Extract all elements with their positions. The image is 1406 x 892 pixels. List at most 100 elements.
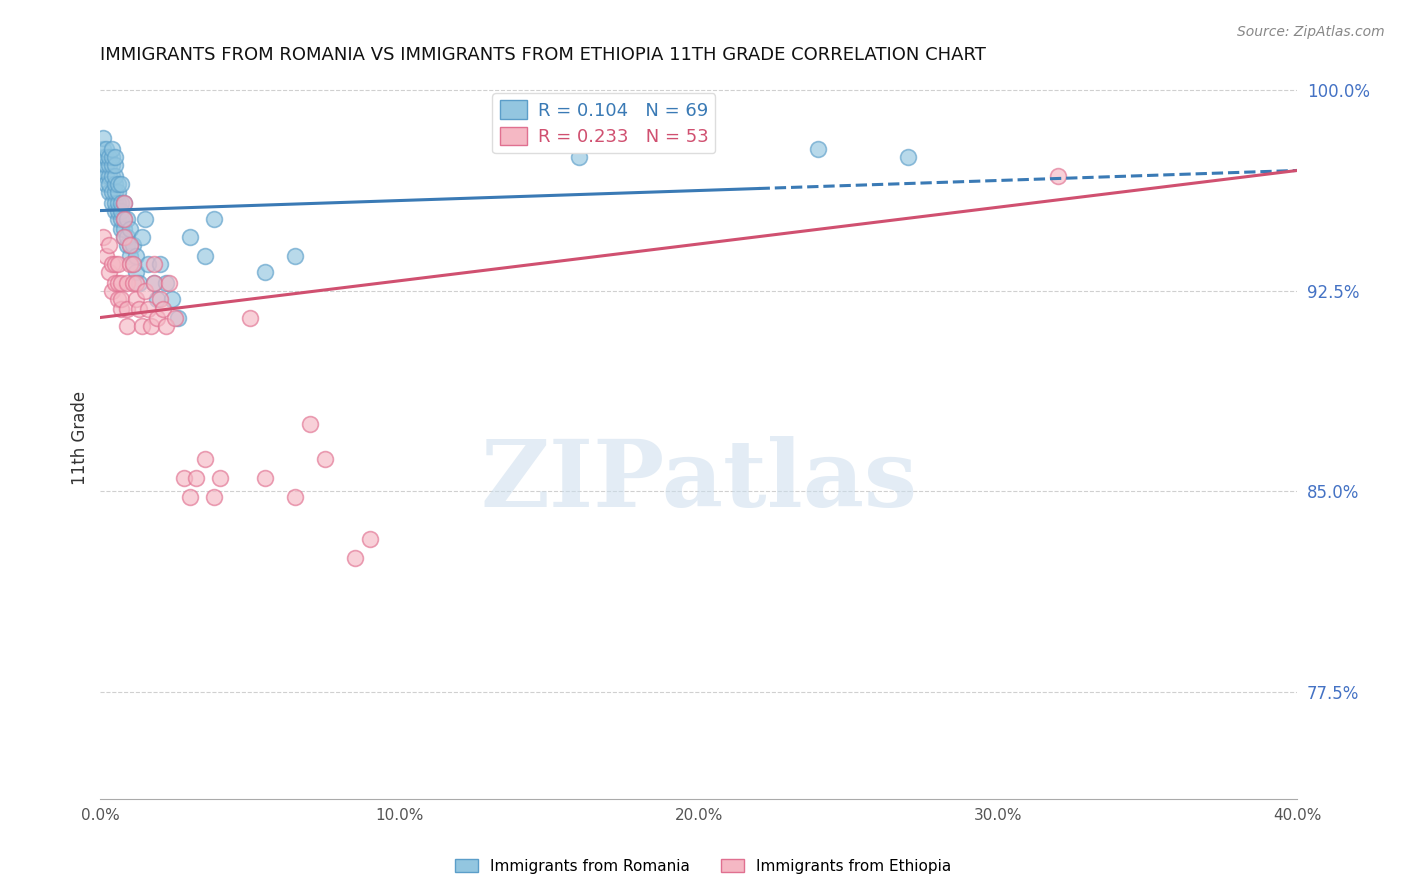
Text: Source: ZipAtlas.com: Source: ZipAtlas.com	[1237, 25, 1385, 39]
Point	[96, 177, 118, 191]
Point	[107, 177, 129, 191]
Point	[120, 222, 142, 236]
Text: IMMIGRANTS FROM ROMANIA VS IMMIGRANTS FROM ETHIOPIA 11TH GRADE CORRELATION CHART: IMMIGRANTS FROM ROMANIA VS IMMIGRANTS FR…	[100, 46, 986, 64]
Point	[122, 238, 145, 252]
Point	[117, 238, 139, 252]
Point	[107, 276, 129, 290]
Point	[110, 177, 132, 191]
Point	[112, 230, 135, 244]
Point	[131, 318, 153, 333]
Point	[179, 490, 201, 504]
Point	[568, 150, 591, 164]
Point	[101, 284, 124, 298]
Point	[117, 211, 139, 226]
Point	[104, 195, 127, 210]
Point	[136, 302, 159, 317]
Point	[112, 195, 135, 210]
Point	[165, 310, 187, 325]
Point	[146, 292, 169, 306]
Point	[122, 276, 145, 290]
Point	[104, 276, 127, 290]
Point	[134, 211, 156, 226]
Point	[125, 292, 148, 306]
Point	[194, 452, 217, 467]
Point	[112, 211, 135, 226]
Point	[107, 292, 129, 306]
Point	[110, 195, 132, 210]
Point	[101, 185, 124, 199]
Point	[107, 195, 129, 210]
Point	[122, 257, 145, 271]
Point	[136, 257, 159, 271]
Point	[96, 249, 118, 263]
Point	[359, 533, 381, 547]
Point	[112, 222, 135, 236]
Point	[117, 318, 139, 333]
Point	[125, 265, 148, 279]
Point	[93, 230, 115, 244]
Point	[104, 169, 127, 183]
Point	[96, 169, 118, 183]
Point	[110, 211, 132, 226]
Point	[96, 150, 118, 164]
Point	[202, 211, 225, 226]
Point	[125, 249, 148, 263]
Point	[101, 142, 124, 156]
Point	[101, 169, 124, 183]
Point	[101, 195, 124, 210]
Point	[120, 249, 142, 263]
Point	[125, 276, 148, 290]
Point	[807, 142, 830, 156]
Point	[143, 276, 166, 290]
Point	[117, 302, 139, 317]
Point	[98, 265, 121, 279]
Point	[284, 490, 307, 504]
Point	[284, 249, 307, 263]
Point	[98, 150, 121, 164]
Legend: R = 0.104   N = 69, R = 0.233   N = 53: R = 0.104 N = 69, R = 0.233 N = 53	[492, 93, 716, 153]
Point	[96, 158, 118, 172]
Point	[141, 318, 163, 333]
Point	[120, 238, 142, 252]
Point	[208, 471, 231, 485]
Point	[98, 238, 121, 252]
Point	[104, 203, 127, 218]
Point	[173, 471, 195, 485]
Point	[98, 169, 121, 183]
Point	[160, 292, 183, 306]
Point	[149, 292, 172, 306]
Point	[101, 158, 124, 172]
Point	[1046, 169, 1069, 183]
Point	[104, 158, 127, 172]
Point	[343, 551, 366, 566]
Point	[117, 276, 139, 290]
Point	[314, 452, 336, 467]
Point	[184, 471, 207, 485]
Point	[179, 230, 201, 244]
Point	[131, 230, 153, 244]
Point	[101, 257, 124, 271]
Point	[112, 195, 135, 210]
Point	[117, 230, 139, 244]
Point	[112, 211, 135, 226]
Point	[194, 249, 217, 263]
Point	[157, 276, 180, 290]
Point	[239, 310, 262, 325]
Point	[253, 471, 276, 485]
Point	[93, 142, 115, 156]
Point	[152, 302, 174, 317]
Point	[128, 302, 150, 317]
Point	[146, 310, 169, 325]
Point	[110, 203, 132, 218]
Point	[155, 276, 177, 290]
Point	[149, 257, 172, 271]
Point	[155, 318, 177, 333]
Point	[104, 185, 127, 199]
Point	[112, 230, 135, 244]
Point	[143, 276, 166, 290]
Point	[98, 177, 121, 191]
Point	[93, 131, 115, 145]
Point	[107, 211, 129, 226]
Point	[110, 222, 132, 236]
Point	[897, 150, 920, 164]
